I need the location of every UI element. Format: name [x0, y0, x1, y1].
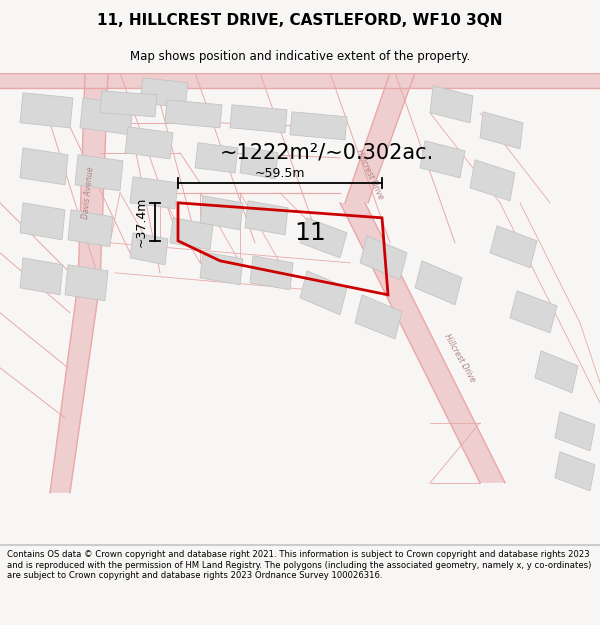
Text: ~37.4m: ~37.4m	[134, 197, 148, 247]
Polygon shape	[555, 452, 595, 491]
Polygon shape	[490, 226, 537, 268]
Polygon shape	[480, 112, 523, 149]
Polygon shape	[240, 147, 278, 179]
Polygon shape	[20, 148, 68, 185]
Polygon shape	[290, 112, 347, 140]
Text: 11, HILLCREST DRIVE, CASTLEFORD, WF10 3QN: 11, HILLCREST DRIVE, CASTLEFORD, WF10 3Q…	[97, 12, 503, 28]
Polygon shape	[245, 201, 288, 235]
Text: ~1222m²/~0.302ac.: ~1222m²/~0.302ac.	[220, 142, 434, 162]
Polygon shape	[340, 202, 505, 482]
Polygon shape	[355, 295, 402, 339]
Polygon shape	[300, 217, 347, 258]
Polygon shape	[345, 72, 415, 202]
Polygon shape	[20, 202, 65, 240]
Polygon shape	[470, 160, 515, 201]
Text: Map shows position and indicative extent of the property.: Map shows position and indicative extent…	[130, 49, 470, 62]
Polygon shape	[195, 142, 238, 172]
Text: Davis Avenue: Davis Avenue	[81, 166, 95, 219]
Polygon shape	[230, 105, 287, 132]
Polygon shape	[78, 72, 108, 282]
Polygon shape	[430, 86, 473, 122]
Polygon shape	[100, 91, 157, 117]
Text: 11: 11	[294, 221, 326, 245]
Polygon shape	[0, 72, 600, 88]
Polygon shape	[415, 261, 462, 305]
Polygon shape	[535, 351, 578, 393]
Polygon shape	[130, 232, 168, 265]
Polygon shape	[165, 100, 222, 128]
Polygon shape	[125, 127, 173, 159]
Text: ~59.5m: ~59.5m	[255, 167, 305, 180]
Bar	[0, 544, 600, 546]
Polygon shape	[200, 252, 243, 285]
Polygon shape	[140, 78, 188, 108]
Polygon shape	[130, 177, 178, 209]
Polygon shape	[200, 196, 243, 230]
Polygon shape	[80, 98, 133, 135]
Polygon shape	[170, 217, 213, 250]
Polygon shape	[68, 210, 113, 247]
Polygon shape	[65, 265, 108, 301]
Polygon shape	[75, 155, 123, 191]
Polygon shape	[20, 92, 73, 128]
Polygon shape	[510, 291, 557, 332]
Polygon shape	[420, 141, 465, 177]
Text: Hillcrest Drive: Hillcrest Drive	[355, 149, 385, 201]
Text: Hillcrest Drive: Hillcrest Drive	[443, 332, 478, 384]
Text: Contains OS data © Crown copyright and database right 2021. This information is : Contains OS data © Crown copyright and d…	[7, 550, 592, 580]
Polygon shape	[250, 256, 293, 290]
Polygon shape	[360, 236, 407, 280]
Polygon shape	[50, 282, 100, 492]
Polygon shape	[555, 412, 595, 451]
Polygon shape	[20, 258, 63, 295]
Polygon shape	[300, 271, 347, 315]
